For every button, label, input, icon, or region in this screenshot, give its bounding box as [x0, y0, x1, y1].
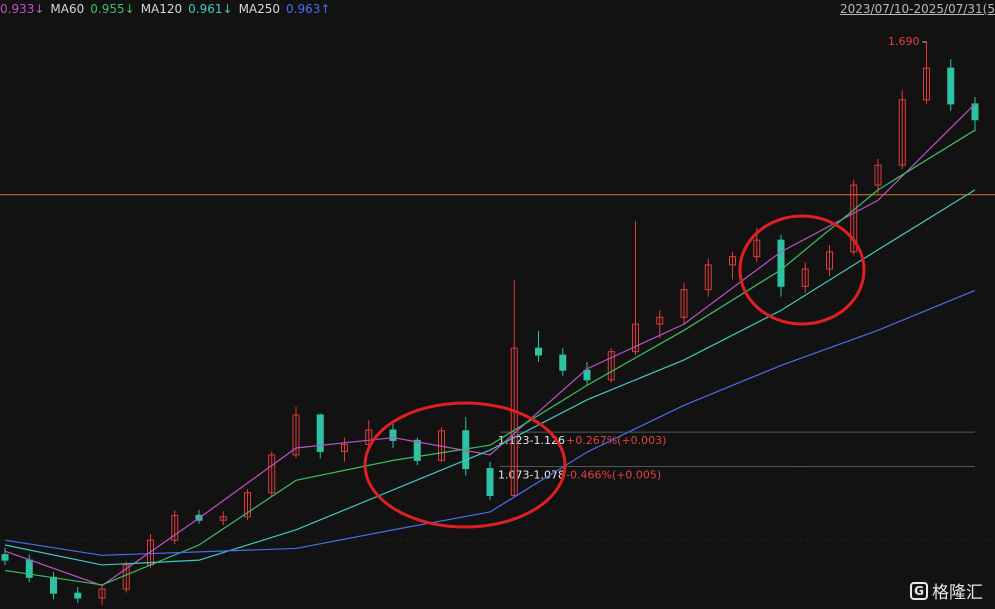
candle-body	[898, 99, 906, 166]
highlight-circle	[738, 214, 866, 326]
ma-label: MA250	[238, 2, 281, 16]
candle-body	[171, 514, 179, 541]
ma-line	[4, 103, 976, 587]
ma-line	[4, 189, 976, 566]
candle-body	[365, 429, 373, 446]
level-change: -0.466%(+0.005)	[566, 469, 661, 482]
candle-body	[607, 351, 615, 381]
candle-body	[656, 316, 664, 325]
candle-body	[122, 564, 130, 590]
ma-label: 0.963↑	[286, 2, 331, 16]
high-label: 1.690	[888, 35, 920, 48]
candle-body	[341, 444, 348, 452]
candle-body	[753, 239, 761, 258]
ma-label: 0.933↓	[0, 2, 45, 16]
candle-body	[947, 67, 955, 105]
grid	[0, 20, 995, 609]
candle-body	[74, 592, 82, 599]
ma-label: 0.961↓	[188, 2, 233, 16]
ma-line	[4, 289, 976, 556]
watermark: G 格隆汇	[910, 578, 983, 603]
ma-label: MA120	[140, 2, 183, 16]
candle-body	[1, 554, 9, 561]
ma-label: MA60	[50, 2, 85, 16]
candle-body	[559, 354, 567, 371]
candle-body	[801, 268, 809, 287]
candle-body	[923, 67, 930, 101]
candle-body	[583, 369, 591, 381]
candle-body	[632, 323, 639, 353]
date-range: 2023/07/10-2025/07/31(5	[840, 2, 995, 16]
candle-body	[244, 492, 251, 518]
level-range: 1.073-1.078	[498, 469, 565, 482]
candle-body	[826, 251, 833, 270]
level-change: +0.267%(+0.003)	[566, 434, 666, 447]
candle-body	[704, 264, 712, 291]
highlight-circle	[363, 401, 567, 529]
candle-body	[729, 256, 736, 266]
logo: G	[910, 581, 928, 600]
candle-body	[777, 239, 785, 287]
ma-label: 0.955↓	[90, 2, 135, 16]
candle-body	[292, 414, 300, 456]
candle-body	[680, 289, 688, 318]
ma-header: 0.933↓ MA60 0.955↓ MA120 0.961↓ MA250 0.963↑	[0, 0, 336, 18]
candle-body	[389, 429, 397, 441]
candle-body	[219, 516, 227, 521]
candle-body	[486, 468, 494, 496]
watermark-text: 格隆汇	[932, 583, 983, 603]
candle-body	[850, 184, 858, 253]
candle-body	[268, 454, 276, 494]
candle-body	[874, 164, 882, 186]
candle-body	[50, 576, 57, 594]
candle-body	[535, 347, 542, 356]
candle-body	[413, 439, 421, 461]
ma-line	[4, 129, 976, 586]
candle-body	[98, 588, 106, 599]
candle-body	[510, 347, 518, 496]
candle-body	[316, 414, 324, 452]
